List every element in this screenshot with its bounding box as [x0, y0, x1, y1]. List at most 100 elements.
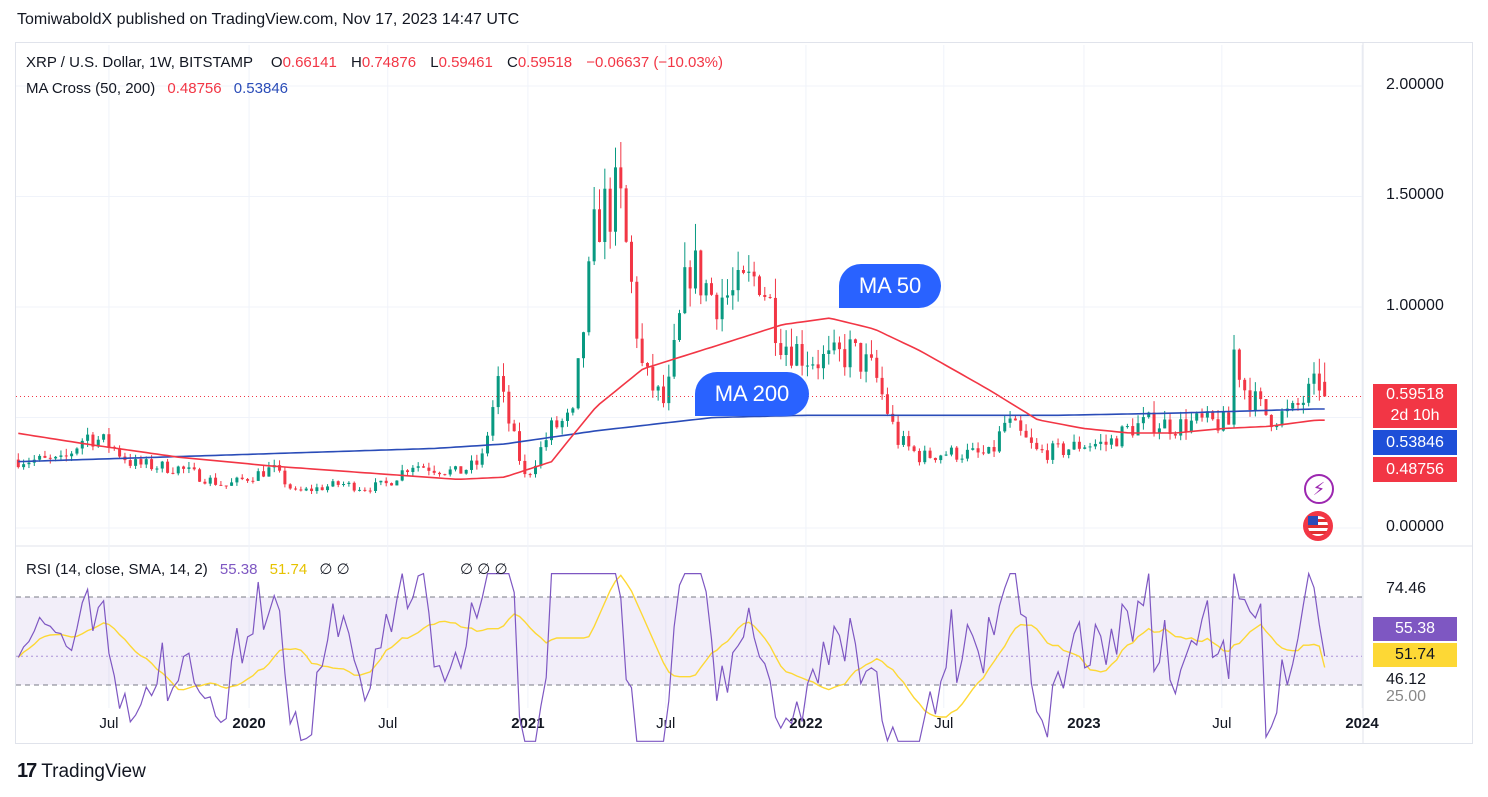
- candle-body: [699, 250, 703, 296]
- candle-body: [864, 354, 868, 372]
- candle-body: [496, 376, 500, 408]
- rsi-legend: RSI (14, close, SMA, 14, 2) 55.38 51.74 …: [26, 560, 350, 578]
- brand-name: TradingView: [41, 760, 146, 782]
- candle-body: [1093, 443, 1097, 447]
- open-label: O: [270, 54, 283, 71]
- candle-body: [358, 489, 362, 491]
- price-axis-label: 1.50000: [1386, 186, 1444, 203]
- candle-body: [1269, 414, 1273, 428]
- candle-body: [827, 350, 831, 354]
- candle-body: [256, 471, 260, 481]
- candle-body: [406, 470, 410, 473]
- candle-body: [1227, 412, 1231, 425]
- candle-body: [326, 486, 330, 491]
- time-axis-label: Jul: [378, 715, 397, 732]
- candle-body: [1045, 450, 1049, 460]
- ma-label[interactable]: MA Cross (50, 200): [26, 80, 156, 97]
- rsi-axis-label: 46.12: [1386, 671, 1427, 688]
- candle-body: [763, 294, 767, 297]
- ma50-price-tag: 0.48756: [1373, 457, 1457, 482]
- candle-body: [1024, 430, 1028, 438]
- ma-legend: MA Cross (50, 200) 0.48756 0.53846: [26, 80, 288, 97]
- candle-body: [176, 466, 180, 474]
- candle-body: [1232, 349, 1236, 425]
- candle-body: [1205, 411, 1209, 418]
- candle-body: [368, 490, 372, 492]
- candle-body: [544, 440, 548, 448]
- candle-body: [304, 488, 308, 491]
- lightning-icon[interactable]: ⚡: [1304, 474, 1334, 504]
- candle-body: [624, 188, 628, 242]
- candle-body: [955, 447, 959, 460]
- candle-body: [1136, 423, 1140, 436]
- candle-body: [283, 470, 287, 485]
- chart-frame: [15, 42, 1473, 744]
- candle-body: [843, 349, 847, 368]
- candle-body: [1301, 402, 1305, 405]
- time-axis-label: 2020: [232, 715, 265, 732]
- symbol-label[interactable]: XRP / U.S. Dollar, 1W, BITSTAMP: [26, 54, 253, 71]
- candle-body: [512, 423, 516, 432]
- candle-body: [267, 467, 271, 477]
- candle-body: [523, 460, 527, 475]
- last-price-value: 0.59518: [1386, 386, 1444, 403]
- candle-body: [1051, 443, 1055, 460]
- candle-body: [811, 364, 815, 366]
- candle-body: [320, 487, 324, 491]
- tradingview-logo[interactable]: 17 TradingView: [17, 760, 146, 783]
- candle-body: [1077, 441, 1081, 449]
- candle-body: [38, 455, 42, 460]
- rsi-band: [16, 597, 1362, 685]
- candle-body: [299, 489, 303, 491]
- time-axis-label: 2024: [1345, 715, 1379, 732]
- candle-body: [1173, 434, 1177, 436]
- candle-body: [661, 386, 665, 404]
- candle-body: [933, 457, 937, 461]
- candle-body: [971, 448, 975, 450]
- open-value: 0.66141: [282, 54, 337, 71]
- candle-body: [944, 454, 948, 456]
- candle-body: [816, 364, 820, 369]
- candle-body: [821, 353, 825, 369]
- last-price-tag: 0.59518 2d 10h: [1373, 384, 1457, 428]
- candle-body: [411, 467, 415, 473]
- candle-body: [1013, 418, 1017, 421]
- rsi-sma-value: 51.74: [269, 561, 308, 578]
- candle-body: [741, 270, 745, 273]
- candle-body: [987, 447, 991, 454]
- candle-body: [1275, 425, 1279, 428]
- candle-body: [214, 477, 218, 485]
- us-flag-icon[interactable]: [1303, 511, 1333, 541]
- candle-body: [1019, 420, 1023, 431]
- candle-body: [64, 455, 68, 457]
- candle-body: [1243, 379, 1247, 391]
- candle-body: [688, 267, 692, 289]
- candle-body: [1120, 426, 1124, 447]
- rsi-axis-label: 25.00: [1386, 688, 1427, 705]
- candle-body: [1296, 402, 1300, 405]
- rsi-label[interactable]: RSI (14, close, SMA, 14, 2): [26, 561, 208, 578]
- candle-body: [1083, 447, 1087, 449]
- candle-body: [976, 448, 980, 453]
- candle-body: [992, 447, 996, 452]
- candle-body: [720, 297, 724, 320]
- candle-body: [848, 339, 852, 368]
- candle-body: [1029, 437, 1033, 443]
- candle-body: [923, 450, 927, 463]
- candle-body: [1152, 412, 1156, 433]
- candle-body: [1115, 438, 1119, 447]
- candle-body: [1259, 391, 1263, 400]
- candle-body: [528, 474, 532, 476]
- candle-body: [432, 470, 436, 473]
- candle-body: [422, 466, 426, 468]
- candle-body: [91, 434, 95, 447]
- candle-body: [1088, 446, 1092, 448]
- candle-body: [1168, 419, 1172, 435]
- candle-body: [395, 480, 399, 486]
- candle-body: [278, 465, 282, 471]
- candle-body: [518, 431, 522, 461]
- candle-body: [118, 448, 122, 457]
- time-axis-label: Jul: [99, 715, 118, 732]
- candle-body: [459, 466, 463, 474]
